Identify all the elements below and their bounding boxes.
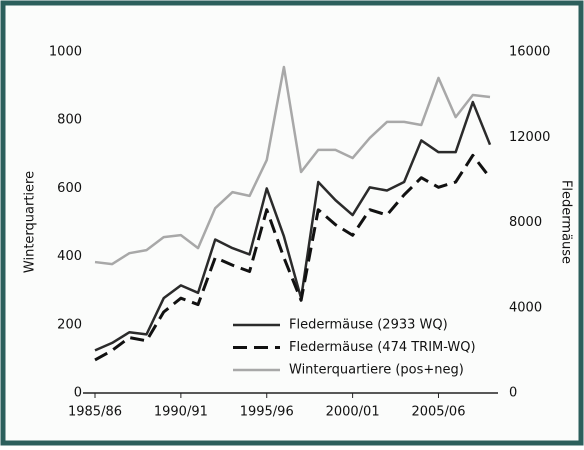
y-tick-label: 400 [57,249,82,264]
series-line [94,65,491,266]
x-tick-label: 2000/01 [326,405,380,420]
legend-label: Winterquartiere (pos+neg) [289,363,464,378]
y-axis-label: Winterquartiere [23,171,38,273]
y-tick-label: 800 [57,113,82,128]
y2-tick-label: 4000 [509,300,542,315]
x-tick-label: 2005/06 [411,405,465,420]
series-line [94,153,492,362]
y2-axis-label: Fledermäuse [559,180,574,264]
y2-tick-label: 0 [509,386,517,401]
legend-label: Fledermäuse (474 TRIM-WQ) [289,340,476,355]
y-tick-label: 200 [57,317,82,332]
legend-label: Fledermäuse (2933 WQ) [289,318,448,333]
series-line [94,100,492,352]
y-tick-label: 0 [74,386,82,401]
x-tick-label: 1985/86 [68,405,122,420]
y-tick-label: 600 [57,181,82,196]
x-tick-label: 1995/96 [240,405,294,420]
x-tick-label: 1990/91 [154,405,208,420]
y-tick-label: 1000 [49,45,82,60]
y2-tick-label: 16000 [509,45,550,60]
y2-tick-label: 12000 [509,130,550,145]
y2-tick-label: 8000 [509,215,542,230]
